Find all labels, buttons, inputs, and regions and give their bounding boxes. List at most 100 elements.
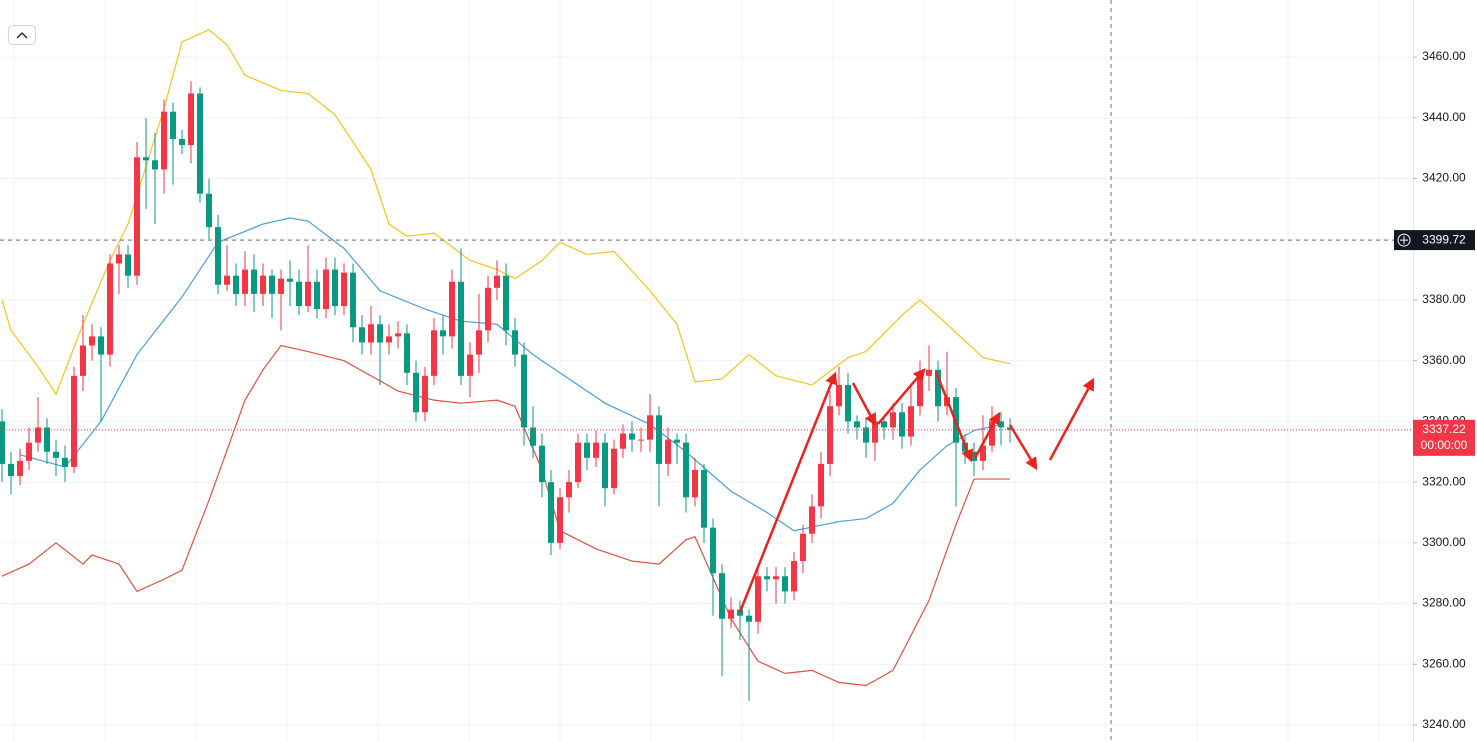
candle-body xyxy=(638,439,644,441)
candle-body xyxy=(800,533,806,562)
candle-body xyxy=(620,433,626,449)
plot-area xyxy=(0,0,1413,742)
candle-body xyxy=(602,442,608,489)
crosshair-plus xyxy=(1400,236,1408,245)
candle-body xyxy=(764,576,770,580)
candle-body xyxy=(215,227,221,285)
price-lines xyxy=(0,239,1413,431)
candle-body xyxy=(791,561,797,592)
candle-body xyxy=(287,278,293,282)
candle-body xyxy=(485,287,491,331)
candle-body xyxy=(755,576,761,622)
candle-body xyxy=(539,445,545,483)
band-line xyxy=(19,217,1002,532)
candle-body xyxy=(179,139,185,146)
y-tick-label: 3360.00 xyxy=(1422,353,1466,367)
candle-body xyxy=(224,275,230,285)
arrow xyxy=(973,411,1001,459)
candle-body xyxy=(773,576,779,580)
y-tick-label: 3440.00 xyxy=(1422,110,1466,124)
arrow xyxy=(738,371,838,613)
candle-body xyxy=(836,384,842,407)
candle-body xyxy=(611,448,617,489)
candle-body xyxy=(323,269,329,310)
candle-body xyxy=(314,281,320,310)
crosshair-label: 3399.72 xyxy=(1422,232,1466,246)
candle-body xyxy=(107,263,113,355)
candle-body xyxy=(530,427,536,446)
candle-body xyxy=(197,93,203,194)
candle-body xyxy=(683,442,689,498)
price-axis: 3240.003260.003280.003300.003320.003340.… xyxy=(1394,49,1475,731)
candle-body xyxy=(89,336,95,346)
candle-body xyxy=(62,457,68,467)
arrow xyxy=(1008,424,1038,471)
y-tick-label: 3240.00 xyxy=(1422,717,1466,731)
button-frame[interactable] xyxy=(8,25,36,45)
candle-body xyxy=(881,421,887,428)
candle-body xyxy=(242,269,248,294)
candle-body xyxy=(503,275,509,331)
candle-body xyxy=(557,497,563,543)
candle-body xyxy=(737,609,743,616)
candle-body xyxy=(854,421,860,428)
collapse-button[interactable] xyxy=(8,25,36,45)
candle-body xyxy=(719,573,725,619)
candle-body xyxy=(593,442,599,458)
candle-body xyxy=(665,439,671,464)
candle-body xyxy=(980,445,986,461)
candle-body xyxy=(116,254,122,264)
candle-body xyxy=(827,406,833,464)
candle-body xyxy=(971,451,977,461)
candle-body xyxy=(152,160,158,170)
candle-body xyxy=(998,421,1004,428)
candle-body xyxy=(170,111,176,140)
candle-body xyxy=(656,415,662,464)
candle-body xyxy=(908,406,914,437)
candle-body xyxy=(674,439,680,443)
candle-body xyxy=(935,369,941,407)
arrow xyxy=(934,371,974,463)
candle-body xyxy=(584,442,590,458)
candle-body xyxy=(161,111,167,170)
y-tick-label: 3280.00 xyxy=(1422,596,1466,610)
candle-body xyxy=(341,272,347,307)
candle-body xyxy=(989,421,995,446)
candle-body xyxy=(728,609,734,619)
arrow xyxy=(1048,377,1095,461)
candle-body xyxy=(449,281,455,337)
candle-body xyxy=(53,451,59,458)
candle-body xyxy=(629,433,635,440)
candle-body xyxy=(890,412,896,428)
candle-body xyxy=(899,412,905,437)
chevron-up xyxy=(16,32,28,39)
y-tick-label: 3460.00 xyxy=(1422,49,1466,63)
candle-body xyxy=(647,415,653,440)
drawn-arrows xyxy=(738,368,1095,613)
candle-body xyxy=(926,369,932,376)
candle-body xyxy=(332,269,338,307)
candle-body xyxy=(431,330,437,376)
candle-body xyxy=(710,527,716,574)
y-tick-label: 3260.00 xyxy=(1422,656,1466,670)
y-tick-label: 3380.00 xyxy=(1422,292,1466,306)
candle-body xyxy=(512,330,518,355)
candle-body xyxy=(575,442,581,483)
candle-body xyxy=(395,333,401,337)
candle-body xyxy=(71,375,77,467)
candle-body xyxy=(458,281,464,376)
candle-body xyxy=(17,460,23,477)
candle-body xyxy=(134,157,140,276)
candle-body xyxy=(548,482,554,543)
y-tick-label: 3420.00 xyxy=(1422,171,1466,185)
candle-body xyxy=(818,463,824,507)
candle-body xyxy=(278,278,284,294)
arrow xyxy=(851,382,877,427)
candle-body xyxy=(872,421,878,443)
band-line xyxy=(1,344,1010,687)
countdown: 00:00:00 xyxy=(1421,438,1468,452)
crosshair-box xyxy=(1394,230,1475,251)
candle-body xyxy=(44,427,50,452)
candle-body xyxy=(1007,427,1013,430)
